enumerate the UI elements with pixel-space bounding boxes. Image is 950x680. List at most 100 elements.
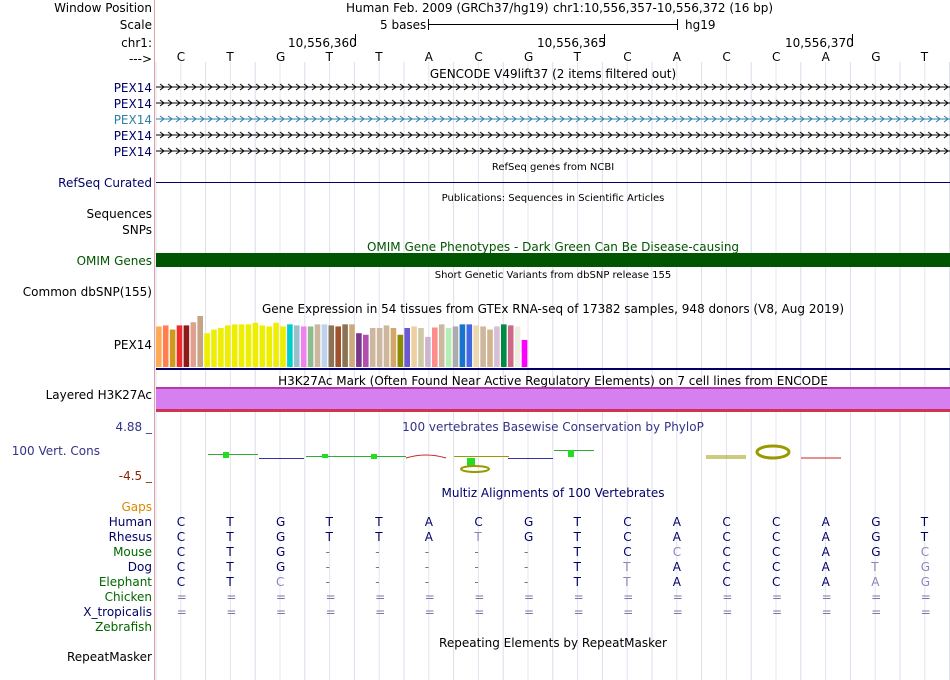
gencode-strand-arrows <box>159 115 949 123</box>
omim-gene-bar[interactable] <box>156 253 950 267</box>
multiz-base: = <box>325 590 336 604</box>
snps-label[interactable]: SNPs <box>122 223 152 237</box>
refseq-gene-line[interactable] <box>156 182 950 183</box>
multiz-base: - <box>424 545 430 559</box>
gencode-transcript-label[interactable]: PEX14 <box>113 81 152 95</box>
gtex-tissue-bar <box>300 326 307 367</box>
multiz-base: = <box>424 605 435 619</box>
multiz-base: = <box>524 605 535 619</box>
phylop-track[interactable] <box>156 438 950 474</box>
window-position-label: Window Position <box>54 1 152 15</box>
multiz-base: - <box>325 545 330 559</box>
multiz-base: = <box>821 605 832 619</box>
multiz-base: C <box>623 530 632 544</box>
gaps-label[interactable]: Gaps <box>121 500 152 514</box>
multiz-base: - <box>375 560 380 574</box>
multiz-base: = <box>276 590 287 604</box>
multiz-species-label[interactable]: Elephant <box>98 575 152 589</box>
gencode-transcripts[interactable] <box>156 80 950 160</box>
phylop-min: -4.5 _ <box>118 469 152 483</box>
gencode-transcript-label[interactable]: PEX14 <box>113 113 152 127</box>
multiz-base: C <box>474 515 483 529</box>
gencode-transcript-label[interactable]: PEX14 <box>113 145 152 159</box>
multiz-base: = <box>573 590 584 604</box>
multiz-base: - <box>424 560 430 574</box>
multiz-base: = <box>176 590 187 604</box>
coordinate-tick-mark-1 <box>355 34 356 46</box>
multiz-species-label[interactable]: Zebrafish <box>95 620 152 634</box>
repeatmasker-title[interactable]: Repeating Elements by RepeatMasker <box>439 636 667 650</box>
multiz-species-label[interactable]: X_tropicalis <box>83 605 152 619</box>
multiz-base: C <box>176 530 186 544</box>
phylop-label[interactable]: 100 Vert. Cons <box>11 444 100 458</box>
gtex-tissue-bar <box>356 333 362 367</box>
multiz-base: = <box>722 605 733 619</box>
gencode-title[interactable]: GENCODE V49lift37 (2 items filtered out) <box>429 67 677 81</box>
multiz-base: T <box>226 545 234 559</box>
gencode-transcript-label[interactable]: PEX14 <box>113 129 152 143</box>
base-letter: T <box>920 50 929 64</box>
gtex-bar-chart[interactable] <box>156 314 950 370</box>
multiz-base: = <box>821 590 832 604</box>
multiz-base: A <box>672 575 682 589</box>
multiz-base: C <box>176 545 186 559</box>
gtex-tissue-bar <box>445 328 452 367</box>
multiz-base: C <box>772 545 781 559</box>
base-letter: T <box>573 50 581 64</box>
gtex-tissue-bar <box>335 326 341 367</box>
multiz-species-label[interactable]: Dog <box>127 560 152 574</box>
gencode-strand-arrows <box>159 99 949 107</box>
multiz-base: A <box>672 530 682 544</box>
dbsnp-title[interactable]: Short Genetic Variants from dbSNP releas… <box>434 270 672 281</box>
gtex-tissue-bar <box>238 324 245 367</box>
multiz-base: - <box>375 575 380 589</box>
base-letter: C <box>474 50 483 64</box>
gtex-tissue-bar <box>363 334 369 367</box>
gtex-tissue-bar <box>411 326 417 367</box>
refseq-label[interactable]: RefSeq Curated <box>58 176 152 190</box>
gencode-transcript-label[interactable]: PEX14 <box>113 97 152 111</box>
omim-title[interactable]: OMIM Gene Phenotypes - Dark Green Can Be… <box>366 240 740 254</box>
multiz-base: C <box>623 545 632 559</box>
gtex-tissue-bar <box>397 334 404 367</box>
gtex-tissue-bar <box>432 327 438 367</box>
h3k27ac-signal[interactable] <box>156 387 950 412</box>
gtex-tissue-bar <box>259 325 266 367</box>
gtex-tissue-bar <box>425 336 431 367</box>
multiz-base: T <box>573 575 581 589</box>
phylop-title[interactable]: 100 vertebrates Basewise Conservation by… <box>402 420 704 434</box>
multiz-base: = <box>871 605 882 619</box>
gtex-gene-label[interactable]: PEX14 <box>113 338 152 352</box>
coordinate-tick-1: 10,556,360 <box>288 36 357 50</box>
multiz-base: G <box>871 530 881 544</box>
scale-bar-left-tick <box>428 19 429 30</box>
base-letter: G <box>524 50 534 64</box>
multiz-base: = <box>573 605 584 619</box>
h3k27ac-label[interactable]: Layered H3K27Ac <box>45 388 152 402</box>
repeatmasker-label[interactable]: RepeatMasker <box>66 650 152 664</box>
dbsnp-label[interactable]: Common dbSNP(155) <box>22 285 152 299</box>
multiz-species-label[interactable]: Human <box>108 515 152 529</box>
multiz-species-label[interactable]: Mouse <box>113 545 152 559</box>
omim-label[interactable]: OMIM Genes <box>76 254 152 268</box>
refseq-title[interactable]: RefSeq genes from NCBI <box>491 162 615 173</box>
multiz-base: G <box>276 515 286 529</box>
gtex-tissue-bar <box>225 325 231 367</box>
multiz-base: - <box>325 575 330 589</box>
multiz-species-label[interactable]: Chicken <box>104 590 152 604</box>
base-letter: C <box>772 50 781 64</box>
multiz-base: T <box>871 560 879 574</box>
gtex-title[interactable]: Gene Expression in 54 tissues from GTEx … <box>261 302 845 316</box>
publications-title[interactable]: Publications: Sequences in Scientific Ar… <box>441 193 665 204</box>
multiz-base: A <box>821 560 830 574</box>
publications-label[interactable]: Sequences <box>86 207 152 221</box>
multiz-title[interactable]: Multiz Alignments of 100 Vertebrates <box>441 486 665 500</box>
phylop-max: 4.88 _ <box>115 420 152 434</box>
multiz-species-label[interactable]: Rhesus <box>108 530 152 544</box>
h3k27ac-title[interactable]: H3K27Ac Mark (Often Found Near Active Re… <box>278 374 828 388</box>
gencode-strand-arrows <box>159 83 949 91</box>
multiz-base: G <box>524 530 534 544</box>
multiz-base: A <box>672 560 682 574</box>
multiz-base: G <box>871 545 881 559</box>
coordinate-tick-3: 10,556,370 <box>785 36 854 50</box>
